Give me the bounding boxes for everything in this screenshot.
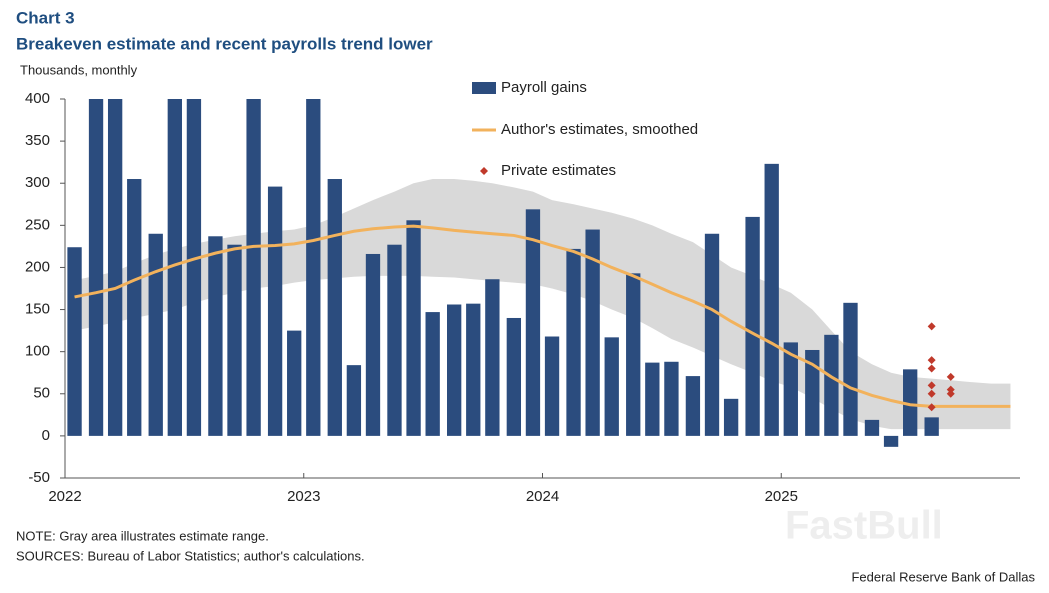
- bar: [604, 337, 619, 436]
- chart-label: Chart 3: [16, 8, 75, 27]
- y-tick-label: 0: [42, 427, 50, 444]
- y-tick-label: 200: [25, 258, 50, 275]
- bar: [148, 233, 163, 436]
- bar: [843, 302, 858, 436]
- bar: [466, 303, 481, 436]
- marker: [927, 364, 936, 373]
- marker: [927, 322, 936, 331]
- bar: [327, 179, 342, 436]
- legend-label: Private estimates: [501, 162, 616, 179]
- y-tick-label: 350: [25, 132, 50, 149]
- bar: [346, 365, 362, 436]
- watermark: FastBull: [785, 504, 943, 548]
- legend-swatch: [480, 167, 488, 175]
- bar: [903, 369, 918, 436]
- bar: [127, 179, 142, 436]
- bar: [88, 99, 104, 436]
- bar: [485, 279, 500, 436]
- legend-label: Author's estimates, smoothed: [501, 121, 698, 138]
- bar: [387, 244, 402, 436]
- legend-swatch: [472, 82, 496, 94]
- bar: [425, 312, 440, 436]
- marker: [927, 381, 936, 390]
- marker: [946, 385, 955, 394]
- x-tick-label: 2024: [526, 488, 559, 505]
- bar: [723, 398, 739, 436]
- marker: [927, 389, 936, 398]
- bar: [783, 342, 798, 436]
- bar: [664, 361, 679, 436]
- y-tick-label: -50: [28, 469, 50, 486]
- bar: [107, 99, 123, 436]
- bar: [685, 376, 701, 436]
- marker: [946, 389, 955, 398]
- sources: SOURCES: Bureau of Labor Statistics; aut…: [16, 548, 365, 563]
- bar: [764, 163, 779, 436]
- bar: [864, 419, 880, 436]
- bar: [186, 99, 202, 436]
- bar: [67, 247, 82, 436]
- chart-title: Breakeven estimate and recent payrolls t…: [16, 34, 433, 53]
- legend-label: Payroll gains: [501, 79, 587, 96]
- line: [74, 224, 1011, 408]
- bar: [745, 216, 760, 436]
- bar: [227, 244, 242, 436]
- credit: Federal Reserve Bank of Dallas: [851, 569, 1035, 584]
- x-tick-label: 2022: [48, 488, 81, 505]
- marker: [946, 372, 955, 381]
- bar: [167, 99, 182, 436]
- y-axis-label: Thousands, monthly: [20, 62, 138, 77]
- bar: [883, 435, 899, 447]
- x-tick-label: 2025: [765, 488, 798, 505]
- bar: [287, 330, 302, 436]
- bar: [406, 220, 421, 436]
- bar: [645, 362, 660, 436]
- note: NOTE: Gray area illustrates estimate ran…: [16, 528, 269, 543]
- x-tick-label: 2023: [287, 488, 320, 505]
- marker: [927, 356, 936, 365]
- bar: [824, 334, 839, 436]
- bar: [506, 317, 522, 436]
- marker: [927, 403, 936, 412]
- y-tick-label: 50: [33, 385, 50, 402]
- y-tick-label: 250: [25, 216, 50, 233]
- y-tick-label: 100: [25, 343, 50, 360]
- bar: [365, 253, 381, 436]
- bar: [566, 248, 581, 436]
- bar: [525, 209, 541, 436]
- bar: [626, 273, 641, 436]
- bar: [267, 186, 283, 436]
- bar: [306, 99, 321, 436]
- bar: [208, 236, 223, 436]
- bar: [585, 229, 600, 436]
- y-tick-label: 300: [25, 174, 50, 191]
- bar: [704, 233, 720, 436]
- y-tick-label: 150: [25, 301, 50, 318]
- bar: [544, 336, 560, 436]
- y-tick-label: 400: [25, 90, 50, 107]
- bar: [805, 349, 820, 436]
- bar: [246, 99, 261, 436]
- bar: [447, 304, 462, 436]
- bar: [924, 417, 939, 436]
